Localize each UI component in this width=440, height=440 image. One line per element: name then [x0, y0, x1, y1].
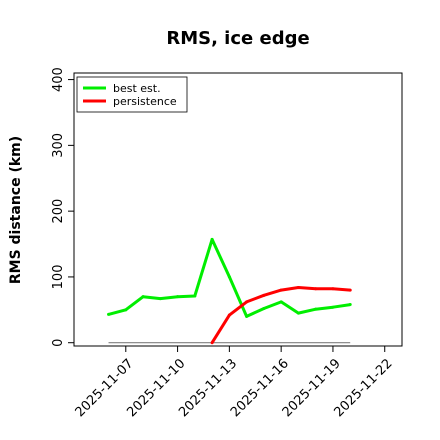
series-1-point-4: [279, 288, 283, 292]
legend-label-0: best est.: [113, 82, 161, 95]
series-0-point-4: [176, 295, 180, 299]
series-1-point-8: [348, 288, 352, 292]
series-line-1: [210, 286, 351, 344]
legend-box: [76, 76, 188, 113]
series-0-point-10: [279, 300, 283, 304]
series-1-point-0: [210, 341, 214, 345]
series-0-point-13: [331, 305, 335, 309]
series-0-point-9: [262, 307, 266, 311]
chart-title: RMS, ice edge: [166, 28, 309, 49]
y-tick-label-200: 200: [51, 199, 66, 224]
y-tick-label-0: 0: [51, 339, 66, 347]
y-tick-label-100: 100: [51, 265, 66, 290]
legend: best est.persistence: [76, 76, 188, 113]
series-1-point-1: [227, 313, 231, 317]
legend-label-1: persistence: [113, 95, 177, 108]
series-1-point-5: [296, 285, 300, 289]
series-0-point-14: [348, 303, 352, 307]
series-0-point-2: [141, 295, 145, 299]
y-axis-label: RMS distance (km): [8, 136, 24, 284]
series-0-point-5: [193, 294, 197, 298]
series-0-point-12: [314, 307, 318, 311]
y-tick-label-400: 400: [51, 67, 66, 92]
series-layer: [107, 237, 352, 345]
series-0-point-6: [210, 237, 214, 241]
x-axis: 2025-11-072025-11-102025-11-132025-11-16…: [73, 346, 396, 420]
y-axis: 0 100 200 300 400: [51, 67, 74, 347]
series-0-point-8: [245, 314, 249, 318]
series-0-point-3: [158, 297, 162, 301]
y-tick-label-300: 300: [51, 133, 66, 158]
series-0-point-7: [227, 275, 231, 279]
series-0-point-1: [124, 308, 128, 312]
series-0-point-11: [296, 311, 300, 315]
series-1-point-3: [262, 293, 266, 297]
series-1-point-7: [331, 287, 335, 291]
series-1-point-2: [245, 300, 249, 304]
series-0-point-0: [107, 312, 111, 316]
series-1-point-6: [314, 287, 318, 291]
plot-frame: [73, 72, 403, 347]
